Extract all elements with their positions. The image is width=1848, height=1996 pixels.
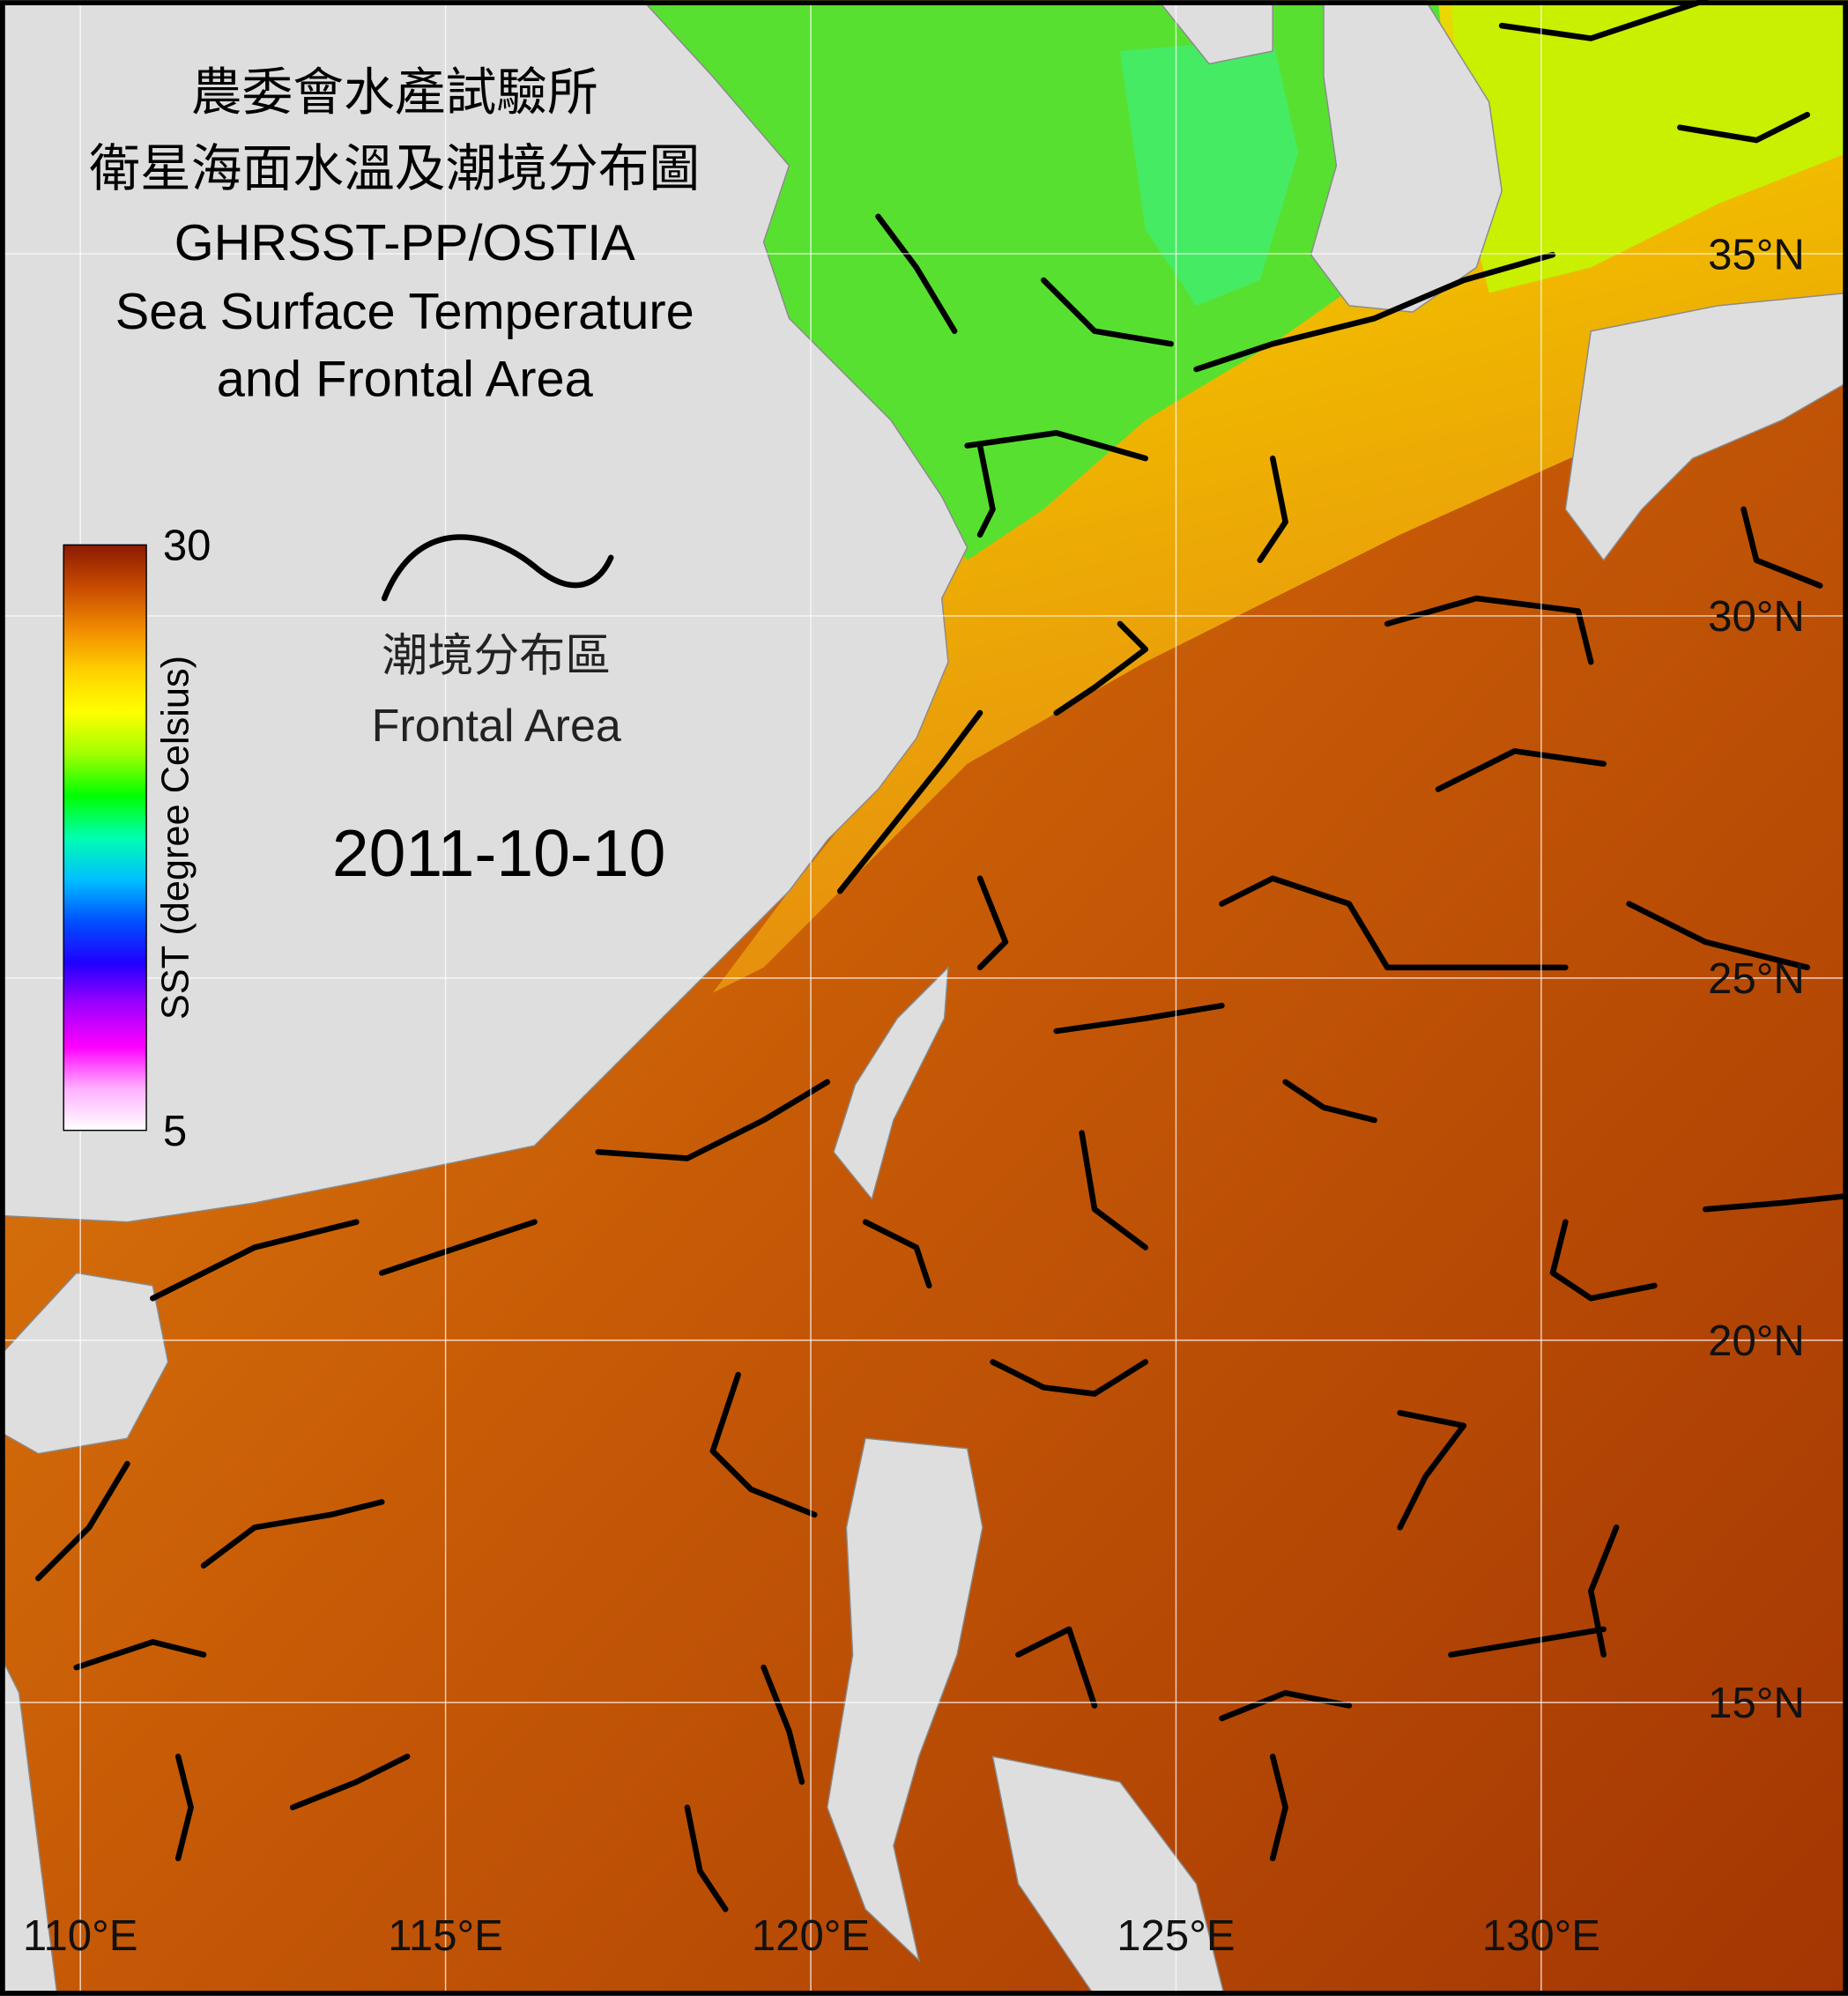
lat-label: 35°N [1708,231,1805,278]
date: 2011-10-10 [332,816,665,890]
legend-zh: 潮境分布區 [382,630,611,681]
lon-label: 125°E [1117,1912,1235,1960]
legend-symbol [381,534,614,602]
lat-label: 20°N [1708,1317,1805,1365]
lon-label: 130°E [1482,1912,1600,1960]
frontal-lines [35,0,1845,1912]
lon-label: 110°E [23,1912,138,1960]
lat-label: 30°N [1708,593,1805,641]
title-line: 衛星海面水溫及潮境分布圖 [89,141,700,197]
luzon [826,1437,983,1963]
lon-label: 120°E [752,1912,870,1960]
sea-of-japan [1451,0,1848,293]
colorbar [63,544,147,1132]
taiwan [833,965,949,1201]
lon-label: 115°E [388,1912,503,1960]
legend-en: Frontal Area [372,701,621,752]
indochina [0,1654,58,1996]
colorbar-label: SST (degree Celsius) [155,656,197,1020]
colorbar-tick-label: 5 [163,1108,187,1155]
colorbar-tick-label: 30 [163,523,212,570]
title-line: 農委會水產試驗所 [191,64,598,121]
korea [1310,0,1503,313]
title-line: Sea Surface Temperature [115,284,694,340]
lat-label: 15°N [1708,1680,1805,1727]
japan [1564,292,1848,561]
title-line: and Frontal Area [217,351,594,407]
mainland [0,0,969,1223]
cool-core [1119,38,1299,306]
lat-label: 25°N [1708,955,1805,1003]
title-line: GHRSST-PP/OSTIA [174,215,636,271]
liaodong [1157,0,1273,65]
hainan [0,1272,169,1455]
